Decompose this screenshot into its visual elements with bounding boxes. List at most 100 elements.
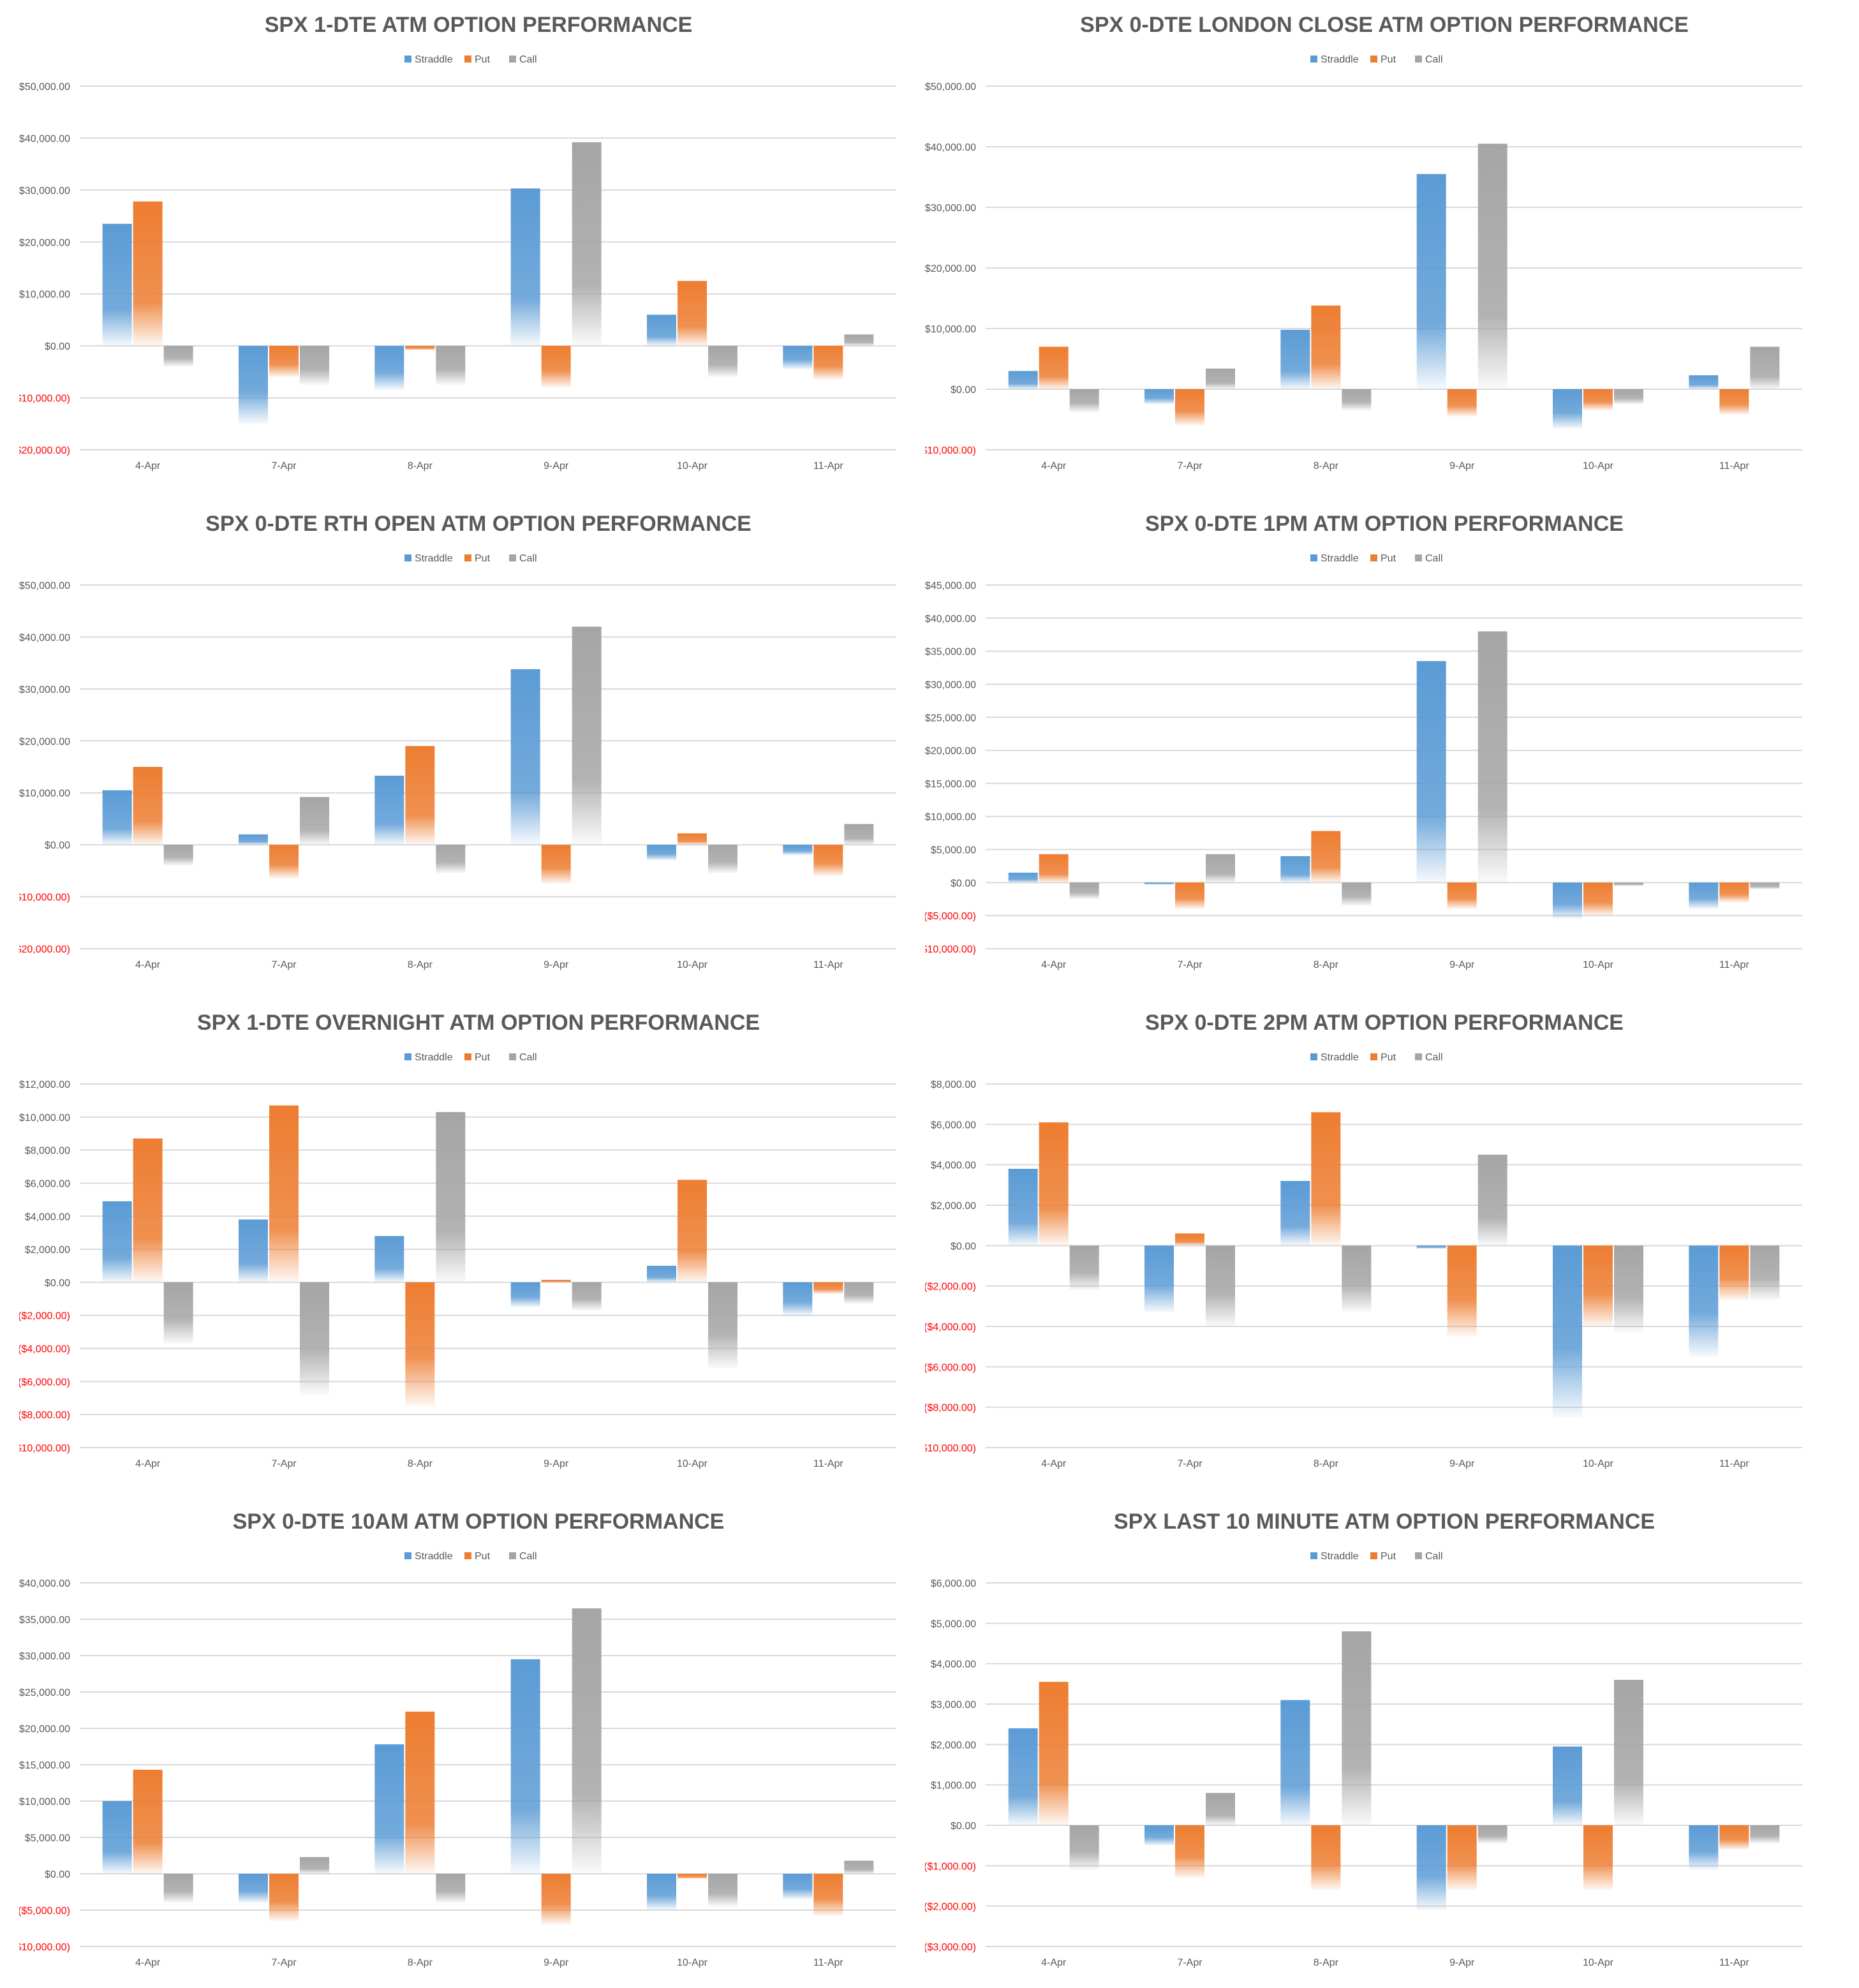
legend-label: Straddle — [1321, 1551, 1359, 1562]
y-tick-label: $20,000.00 — [19, 1724, 70, 1735]
y-tick-label: $5,000.00 — [931, 1619, 976, 1629]
y-tick-label: $45,000.00 — [925, 581, 976, 591]
legend-label: Put — [475, 1052, 491, 1063]
bar-straddle — [1689, 1245, 1719, 1357]
bar-put — [1311, 831, 1341, 883]
bar-call — [1614, 882, 1643, 886]
x-tick-label: 9-Apr — [544, 1458, 569, 1469]
bar-call — [1614, 389, 1643, 404]
y-tick-label: ($20,000.00) — [19, 944, 70, 955]
y-tick-label: ($10,000.00) — [925, 445, 976, 456]
x-tick-label: 8-Apr — [408, 461, 433, 471]
bar-straddle — [510, 1659, 540, 1874]
bar-put — [813, 1874, 843, 1917]
y-tick-label: $40,000.00 — [925, 142, 976, 153]
legend-swatch — [1370, 56, 1377, 63]
x-tick-label: 9-Apr — [544, 1957, 569, 1968]
x-tick-label: 7-Apr — [1177, 960, 1203, 970]
bar-put — [541, 1280, 571, 1282]
legend-label: Call — [1425, 1551, 1443, 1562]
bar-put — [1719, 1825, 1749, 1850]
y-tick-label: ($4,000.00) — [925, 1322, 976, 1333]
y-tick-label: $8,000.00 — [25, 1146, 70, 1157]
x-tick-label: 10-Apr — [1583, 1957, 1614, 1968]
y-tick-label: ($20,000.00) — [19, 445, 70, 456]
x-tick-label: 10-Apr — [1583, 461, 1614, 471]
y-tick-label: $10,000.00 — [19, 1113, 70, 1124]
legend-swatch — [509, 56, 516, 63]
x-tick-label: 8-Apr — [408, 1957, 433, 1968]
bar-put — [1039, 346, 1069, 389]
bar-put — [1175, 389, 1204, 426]
bar-call — [163, 1874, 193, 1903]
x-tick-label: 11-Apr — [1719, 1458, 1750, 1469]
bar-call — [1750, 1245, 1780, 1300]
bar-put — [1175, 1825, 1204, 1878]
bar-call — [1342, 882, 1372, 906]
bar-put — [1719, 1245, 1749, 1300]
bar-straddle — [1280, 1700, 1310, 1825]
bar-straddle — [374, 775, 404, 845]
x-tick-label: 7-Apr — [1177, 1458, 1203, 1469]
bar-put — [678, 1874, 707, 1879]
chart-title: SPX 0-DTE RTH OPEN ATM OPTION PERFORMANC… — [205, 512, 752, 536]
x-tick-label: 10-Apr — [677, 1458, 708, 1469]
y-tick-label: $30,000.00 — [19, 186, 70, 197]
y-tick-label: ($2,000.00) — [925, 1902, 976, 1913]
bar-call — [163, 346, 193, 367]
x-tick-label: 11-Apr — [1719, 461, 1750, 471]
bar-call — [708, 346, 737, 377]
bar-put — [541, 845, 571, 884]
bar-put — [1175, 882, 1204, 909]
bar-call — [844, 1282, 874, 1304]
x-tick-label: 7-Apr — [271, 960, 297, 970]
bar-put — [541, 1874, 571, 1925]
bar-put — [405, 746, 435, 845]
bar-call — [572, 1282, 602, 1310]
y-tick-label: $5,000.00 — [931, 845, 976, 856]
y-tick-label: $40,000.00 — [19, 1578, 70, 1589]
y-tick-label: ($10,000.00) — [19, 1443, 70, 1454]
bar-straddle — [1008, 872, 1038, 883]
bar-put — [1447, 1245, 1477, 1337]
bar-call — [300, 346, 329, 385]
bar-chart: SPX 0-DTE 10AM ATM OPTION PERFORMANCE Str… — [19, 1510, 896, 1968]
x-tick-label: 4-Apr — [135, 960, 161, 970]
y-tick-label: $30,000.00 — [925, 203, 976, 214]
legend-label: Straddle — [1321, 54, 1359, 65]
legend-swatch — [404, 554, 411, 561]
bar-call — [708, 845, 737, 873]
bar-call — [572, 1608, 602, 1874]
y-tick-label: $50,000.00 — [925, 82, 976, 93]
x-tick-label: 9-Apr — [544, 461, 569, 471]
y-tick-label: $20,000.00 — [925, 746, 976, 757]
bar-put — [1719, 882, 1749, 903]
y-tick-label: $50,000.00 — [19, 581, 70, 591]
y-tick-label: $10,000.00 — [19, 1797, 70, 1807]
x-tick-label: 11-Apr — [813, 1458, 844, 1469]
bar-call — [1342, 1631, 1372, 1825]
bar-straddle — [1553, 389, 1582, 429]
y-tick-label: ($5,000.00) — [19, 1906, 70, 1917]
bar-straddle — [510, 1282, 540, 1307]
bar-straddle — [1689, 375, 1719, 389]
y-tick-label: ($8,000.00) — [925, 1403, 976, 1414]
bar-put — [405, 1711, 435, 1874]
bar-straddle — [239, 834, 268, 845]
bar-put — [269, 346, 299, 377]
bar-call — [844, 824, 874, 845]
bar-call — [163, 845, 193, 866]
bar-call — [1342, 1245, 1372, 1312]
y-tick-label: $0.00 — [951, 385, 976, 396]
bar-straddle — [102, 790, 132, 845]
bar-call — [1342, 389, 1372, 411]
bar-straddle — [102, 1801, 132, 1874]
legend-label: Call — [519, 54, 537, 65]
bar-call — [436, 1874, 466, 1903]
bar-straddle — [783, 1874, 813, 1899]
y-tick-label: $15,000.00 — [19, 1760, 70, 1771]
chart-panel: SPX 1-DTE OVERNIGHT ATM OPTION PERFORMAN… — [19, 998, 938, 1489]
bar-put — [1447, 389, 1477, 417]
legend-swatch — [509, 1053, 516, 1060]
